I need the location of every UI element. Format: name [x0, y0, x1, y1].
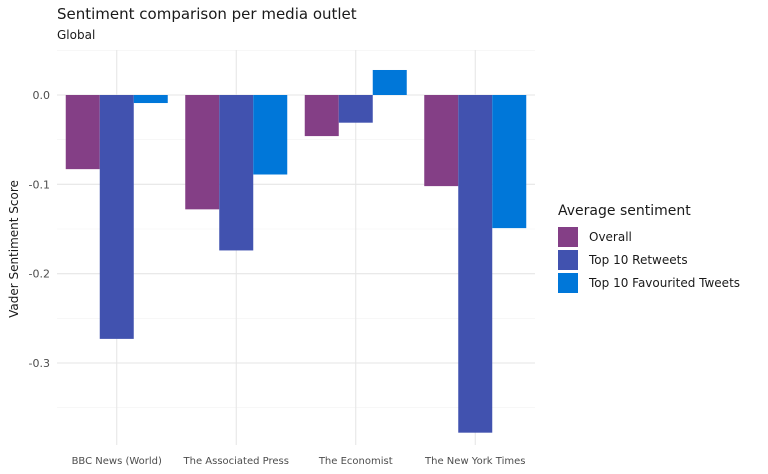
- bar-top-10-retweets: [219, 95, 254, 251]
- y-axis-ticks: 0.0 -0.1 -0.2 -0.3: [29, 89, 50, 370]
- bar-overall: [185, 95, 220, 210]
- x-tick-label: The Economist: [318, 456, 393, 467]
- x-tick-label: The Associated Press: [183, 456, 289, 467]
- legend-label: Top 10 Favourited Tweets: [589, 275, 741, 290]
- legend-label: Top 10 Retweets: [589, 252, 688, 267]
- legend-swatch: [558, 272, 578, 293]
- y-axis-label: Vader Sentiment Score: [7, 180, 21, 318]
- x-tick-label: The New York Times: [424, 456, 525, 467]
- legend-swatch: [558, 226, 578, 247]
- y-tick-label: -0.1: [29, 178, 50, 191]
- bar-top-10-retweets: [458, 95, 493, 433]
- bar-top-10-favourited-tweets: [492, 95, 527, 229]
- legend-title: Average sentiment: [558, 203, 691, 219]
- bar-overall: [65, 95, 100, 170]
- x-tick-label: BBC News (World): [72, 456, 162, 467]
- legend: Average sentiment Overall Top 10 Retweet…: [558, 203, 740, 294]
- x-axis-ticks: BBC News (World) The Associated Press The …: [72, 456, 526, 467]
- legend-item-overall: Overall: [558, 225, 740, 248]
- legend-item-top-10-retweets: Top 10 Retweets: [558, 248, 740, 271]
- bars: [65, 69, 527, 433]
- bar-overall: [424, 95, 459, 187]
- bar-top-10-retweets: [338, 95, 373, 123]
- y-tick-label: 0.0: [33, 89, 51, 102]
- bar-top-10-favourited-tweets: [253, 95, 288, 175]
- chart-title: Sentiment comparison per media outlet: [57, 5, 357, 23]
- bar-top-10-favourited-tweets: [372, 69, 407, 95]
- bar-top-10-retweets: [99, 95, 134, 339]
- legend-label: Overall: [589, 229, 632, 244]
- bar-overall: [304, 95, 339, 137]
- legend-item-top-10-favourited: Top 10 Favourited Tweets: [558, 271, 740, 294]
- chart-subtitle: Global: [57, 28, 96, 42]
- legend-swatch: [558, 249, 578, 270]
- y-tick-label: -0.2: [29, 268, 50, 281]
- bar-top-10-favourited-tweets: [133, 95, 168, 104]
- y-tick-label: -0.3: [29, 357, 50, 370]
